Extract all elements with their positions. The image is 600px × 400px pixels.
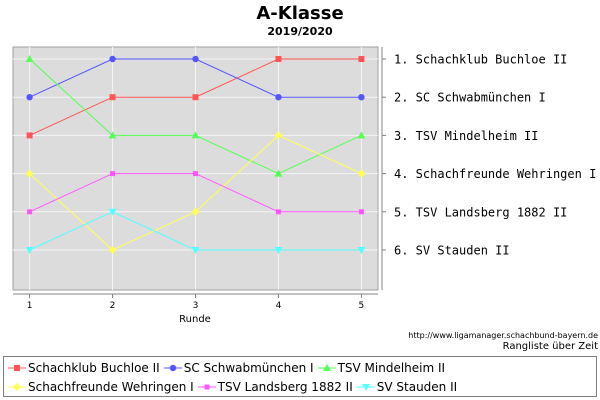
data-point-legend (204, 384, 210, 390)
data-point-round-1 (26, 94, 33, 101)
legend-swatch-icon (8, 383, 26, 391)
source-url: http://www.ligamanager.schachbund-bayern… (408, 331, 598, 340)
data-point-round-2 (109, 94, 116, 101)
y-tick-label: 4. Schachfreunde Wehringen I (394, 167, 596, 181)
legend-item: TSV Mindelheim II (317, 361, 446, 375)
x-axis-title: Runde (179, 314, 211, 325)
x-tick-label: 5 (359, 301, 365, 311)
y-tick-label: 1. Schachklub Buchloe II (394, 53, 567, 67)
y-axis-ticks: 1. Schachklub Buchloe II 2. SC Schwabmünc… (382, 53, 596, 258)
data-point-round-5 (357, 247, 366, 254)
data-point-round-2 (109, 55, 116, 63)
legend-swatch-icon (8, 365, 26, 371)
y-tick-label: 3. TSV Mindelheim II (394, 129, 539, 143)
legend-label: Schachfreunde Wehringen I (28, 380, 194, 394)
legend-item: TSV Landsberg 1882 II (197, 380, 353, 394)
data-point-round-2 (108, 246, 117, 254)
chart-title: A-Klasse (256, 3, 343, 24)
legend-swatch-icon (197, 384, 216, 390)
data-point-round-1 (27, 209, 33, 215)
legend-swatch-icon (356, 384, 375, 391)
data-point-round-1 (25, 55, 34, 62)
data-point-round-4 (274, 131, 283, 140)
data-point-round-4 (274, 247, 283, 254)
data-point-round-3 (191, 131, 200, 139)
legend-swatch-icon (317, 364, 336, 371)
data-point-round-2 (110, 171, 116, 177)
data-point-round-3 (191, 207, 200, 216)
legend-label: Schachklub Buchloe II (28, 361, 160, 375)
legend-row: Schachklub Buchloe II SC Schwabmünchen I T… (8, 359, 449, 377)
legend-item: Schachklub Buchloe II (8, 361, 160, 375)
data-point-round-1 (26, 132, 33, 139)
legend: Schachklub Buchloe II SC Schwabmünchen I T… (3, 356, 597, 397)
x-axis-ticks: 1 2 3 4 5 (27, 294, 365, 311)
legend-label: SC Schwabmünchen I (183, 361, 314, 375)
data-point-round-3 (192, 55, 199, 63)
legend-row: Schachfreunde Wehringen I TSV Landsberg 1… (8, 378, 461, 396)
legend-label: TSV Mindelheim II (337, 361, 446, 375)
chart-subtitle: 2019/2020 (267, 25, 333, 38)
x-tick-label: 1 (27, 301, 33, 311)
legend-item: SV Stauden II (356, 380, 458, 394)
data-point-round-5 (358, 209, 364, 215)
legend-item: Schachfreunde Wehringen I (8, 380, 194, 394)
series-3 (25, 55, 366, 177)
x-tick-label: 2 (110, 301, 116, 311)
data-point-round-1 (25, 169, 34, 178)
data-point-round-4 (275, 94, 282, 101)
data-point-round-3 (193, 171, 198, 177)
x-tick-label: 4 (276, 301, 282, 311)
y-tick-label: 5. TSV Landsberg 1882 II (394, 205, 567, 219)
data-point-round-5 (357, 131, 366, 139)
legend-item: SC Schwabmünchen I (163, 361, 314, 375)
data-point-round-1 (25, 247, 34, 254)
chart-note: Rangliste über Zeit (502, 341, 598, 352)
y-tick-label: 6. SV Stauden II (394, 244, 510, 258)
y-tick-label: 2. SC Schwabmünchen I (394, 91, 546, 105)
data-point-round-5 (357, 169, 366, 178)
data-point-round-4 (275, 209, 281, 215)
series-5 (27, 171, 364, 215)
data-point-legend (14, 365, 20, 371)
chart: A-Klasse 2019/2020 1 2 3 4 5 1. Schachklub B… (12, 3, 596, 325)
legend-swatch-icon (163, 364, 182, 372)
data-point-round-5 (358, 56, 365, 62)
data-point-round-3 (192, 94, 199, 101)
data-point-legend (13, 383, 21, 391)
data-point-round-4 (275, 56, 282, 62)
series-group (25, 55, 366, 254)
data-point-round-2 (108, 131, 117, 139)
data-point-round-4 (274, 169, 283, 177)
x-tick-label: 3 (193, 301, 199, 311)
data-point-legend (361, 384, 370, 391)
data-point-round-3 (191, 247, 200, 254)
series-6 (25, 208, 366, 254)
data-point-round-2 (108, 208, 117, 216)
data-point-legend (322, 364, 331, 371)
data-point-round-5 (358, 94, 365, 101)
legend-label: TSV Landsberg 1882 II (217, 380, 353, 394)
data-point-legend (169, 364, 176, 372)
legend-label: SV Stauden II (376, 380, 458, 394)
series-2 (26, 55, 365, 101)
